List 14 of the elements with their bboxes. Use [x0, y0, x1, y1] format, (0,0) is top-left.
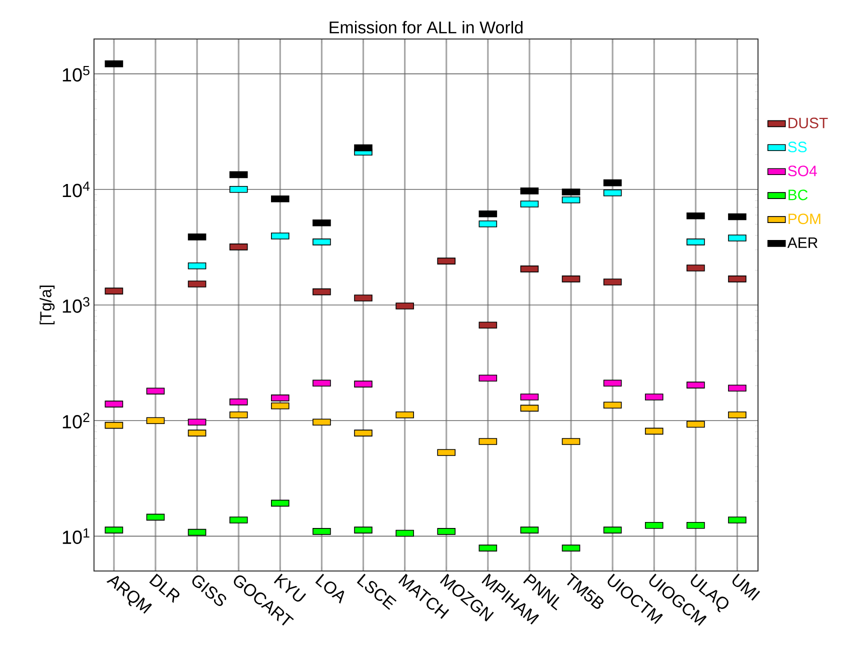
x-tick-label: UMI [732, 574, 760, 601]
chart-title: Emission for ALL in World [330, 20, 523, 34]
y-tick-label: 10$^{4}$ [62, 182, 90, 198]
legend-label: AER [787, 238, 818, 248]
legend-label: POM [788, 214, 820, 224]
legend-label: DUST [788, 118, 828, 128]
legend-label: SO4 [788, 166, 817, 176]
y-tick-label: 10$^{1}$ [62, 528, 90, 544]
y-tick-label: 10$^{2}$ [62, 412, 90, 428]
y-tick-label: 10$^{5}$ [62, 66, 90, 82]
legend-label: SS [788, 142, 807, 152]
legend-label: BC [788, 190, 808, 200]
y-tick-label: 10$^{3}$ [62, 297, 90, 313]
y-axis-title: [Tg/a] [40, 286, 55, 324]
